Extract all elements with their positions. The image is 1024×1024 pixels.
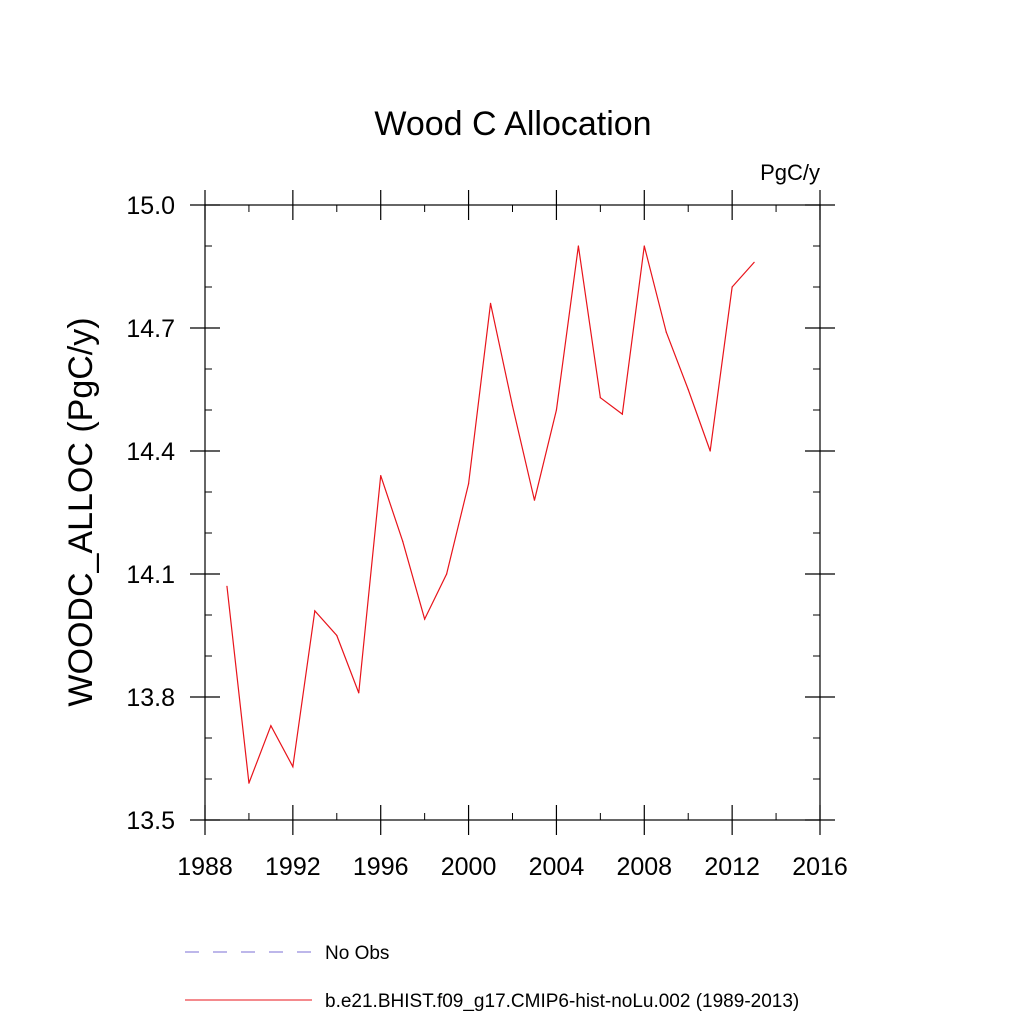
x-tick-label: 1988 xyxy=(177,853,233,881)
data-point xyxy=(555,409,558,411)
data-point xyxy=(446,573,448,575)
data-point xyxy=(621,413,623,415)
y-tick-label: 14.4 xyxy=(126,438,175,466)
axis-ticks xyxy=(190,190,835,835)
x-tick-label: 2000 xyxy=(441,853,497,881)
y-tick-label: 14.7 xyxy=(126,315,175,343)
y-tick-label: 14.1 xyxy=(126,561,175,589)
legend-label: b.e21.BHIST.f09_g17.CMIP6-hist-noLu.002 … xyxy=(325,991,799,1012)
data-point xyxy=(709,450,711,452)
data-point xyxy=(380,475,382,477)
tick-labels: 1988 1992 1996 2000 2004 2008 2012 2016 13.5 13.8… xyxy=(126,192,847,881)
legend: No Obs b.e21.BHIST.f09_g17.CMIP6-hist-noL… xyxy=(185,943,799,1012)
series-line xyxy=(226,245,755,784)
data-point xyxy=(665,331,667,333)
y-axis-label: WOODC_ALLOC (PgC/y) xyxy=(62,317,100,706)
data-point xyxy=(248,782,250,784)
y-tick-label: 15.0 xyxy=(126,192,175,220)
data-point xyxy=(336,634,338,637)
data-point xyxy=(489,302,492,304)
data-point xyxy=(314,610,316,612)
x-tick-label: 2004 xyxy=(529,853,585,881)
data-point xyxy=(424,618,426,620)
data-point xyxy=(599,397,601,399)
chart-title: Wood C Allocation xyxy=(374,105,651,143)
plot-frame xyxy=(204,204,821,821)
y-tick-label: 13.5 xyxy=(126,807,175,835)
x-tick-label: 2012 xyxy=(704,853,760,881)
data-point xyxy=(643,245,645,247)
x-tick-label: 1996 xyxy=(353,853,409,881)
x-tick-label: 1992 xyxy=(265,853,321,881)
data-point xyxy=(577,245,579,247)
x-tick-label: 2008 xyxy=(616,853,672,881)
data-point xyxy=(226,585,228,587)
data-point xyxy=(731,286,733,288)
data-point xyxy=(292,766,294,768)
data-point xyxy=(753,261,755,263)
data-point xyxy=(511,405,514,407)
series-layer xyxy=(226,245,755,784)
units-label: PgC/y xyxy=(760,160,820,185)
data-point xyxy=(467,483,470,485)
data-point xyxy=(687,388,689,391)
data-point xyxy=(358,692,360,694)
data-point xyxy=(533,499,536,501)
data-point xyxy=(402,540,404,542)
x-tick-label: 2016 xyxy=(792,853,848,881)
data-point xyxy=(270,725,272,727)
legend-label: No Obs xyxy=(325,943,389,964)
y-tick-label: 13.8 xyxy=(126,684,175,712)
